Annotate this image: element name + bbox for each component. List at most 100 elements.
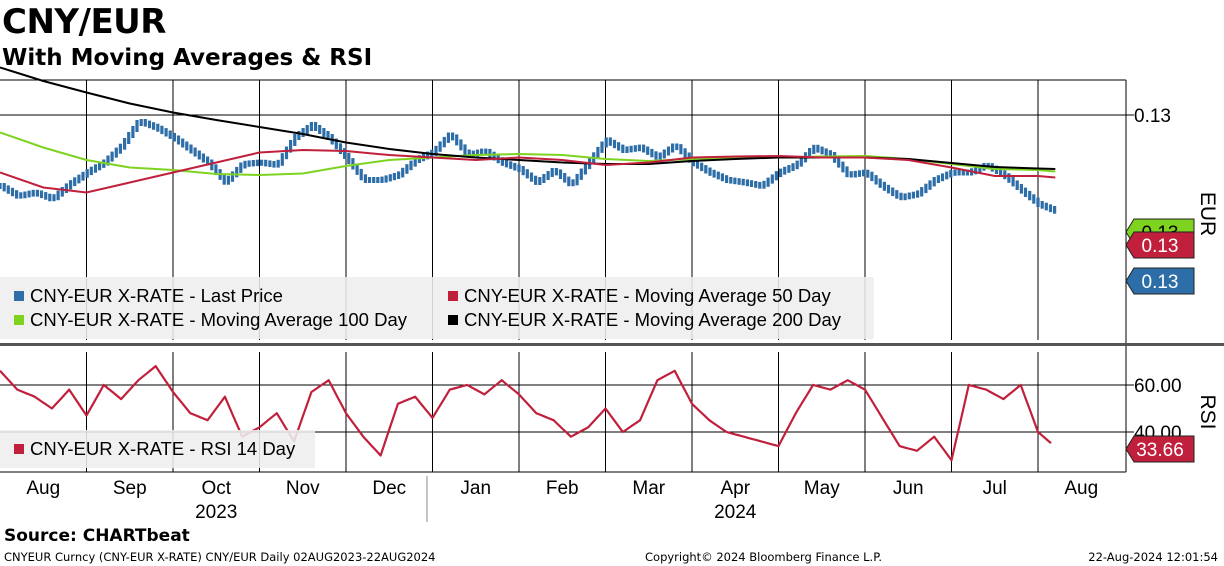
price-bar [712,169,716,178]
price-bar [0,183,2,189]
price-y-tick-label: 0.13 [1134,106,1171,127]
price-bar [812,144,816,154]
x-tick-label-year: 2023 [195,502,237,523]
price-bar [949,169,953,178]
price-bar [629,145,633,153]
price-bar [554,168,558,176]
price-bar [878,178,882,188]
legend-swatch [14,291,24,301]
price-bar [608,137,612,146]
price-bar [633,145,637,152]
price-bar [891,187,895,197]
price-bar [268,160,272,167]
price-bar [488,148,492,158]
legend-entry: CNY-EUR X-RATE - Moving Average 200 Day [464,309,842,330]
price-bar [467,149,471,158]
price-bar [907,192,911,200]
x-tick-label-month: Jan [460,478,491,499]
axis-layer: Aug Sep Oct Nov Dec Jan Feb Mar Apr May Jun Jul Aug 2… [26,106,1219,523]
price-bar [654,151,658,160]
price-bar [392,173,396,181]
price-bar [6,185,10,194]
price-bar [27,190,31,198]
price-bar [1015,180,1019,190]
price-bar [35,189,39,197]
price-bar [81,171,85,181]
price-bar [600,141,604,153]
source-note: Source: CHARTbeat [4,526,190,546]
price-bar [85,169,89,178]
price-bar [2,183,6,192]
price-bar [135,120,139,132]
price-bar [924,183,928,194]
price-bar [118,143,122,154]
price-bar [783,166,787,175]
ma-100-line [0,131,1056,177]
x-tick-label-month: Dec [372,478,406,499]
price-bar [143,119,147,127]
price-bar [230,171,235,182]
price-bar [666,146,671,156]
price-bar [882,181,886,191]
price-bar [276,159,280,168]
price-bar [758,181,762,189]
price-bar [176,135,181,145]
price-bar [642,144,646,153]
price-bar [849,171,853,178]
price-bar [737,178,741,185]
panel-separator [0,343,1224,346]
legend-swatch [448,291,458,301]
ma-50-line [0,148,1056,194]
price-bar [567,176,571,187]
price-bar [795,160,799,170]
price-bar [617,142,621,151]
price-bar [363,174,367,183]
price-bar [131,126,135,138]
price-bar [64,183,68,193]
x-tick-label-month: Oct [201,478,231,499]
price-bar [999,168,1003,177]
x-tick-label-month: Apr [720,478,750,499]
price-bar [152,122,156,130]
legend-entry: CNY-EUR X-RATE - RSI 14 Day [30,438,296,459]
x-tick-label-month: Aug [26,478,60,499]
price-bar [546,171,550,180]
price-bar [31,189,35,197]
price-bar [1028,190,1032,201]
price-bar [397,171,401,179]
price-bar [671,143,675,153]
price-bar [372,177,376,183]
price-bar [226,175,230,185]
price-bar [264,159,268,167]
price-bar [89,166,93,176]
price-bar [201,153,205,163]
price-bar [936,175,940,183]
price-bar [953,169,957,176]
price-bar [492,151,496,161]
price-bar [401,167,405,178]
x-tick-label-month: Sep [113,478,147,499]
price-bar [841,161,845,173]
price-bar [542,174,546,183]
price-bar [571,179,575,187]
price-bar [69,180,73,190]
price-bar [1023,187,1028,197]
price-bar [563,173,567,183]
price-bar [978,164,982,173]
chart-subtitle: With Moving Averages & RSI [2,45,373,71]
x-tick-label-month: Jun [893,478,924,499]
price-bar [181,138,185,148]
price-bar [517,164,521,172]
rsi-line [0,365,1052,462]
price-bar [127,132,131,144]
price-bar [646,146,650,155]
price-bar [766,177,770,187]
price-bar [284,146,289,160]
price-bar [73,177,77,187]
price-bar [156,123,160,132]
price-bar [729,177,733,184]
price-bar [558,169,563,179]
price-bar [1007,173,1011,183]
price-bar [56,190,60,201]
price-bar [899,192,903,201]
